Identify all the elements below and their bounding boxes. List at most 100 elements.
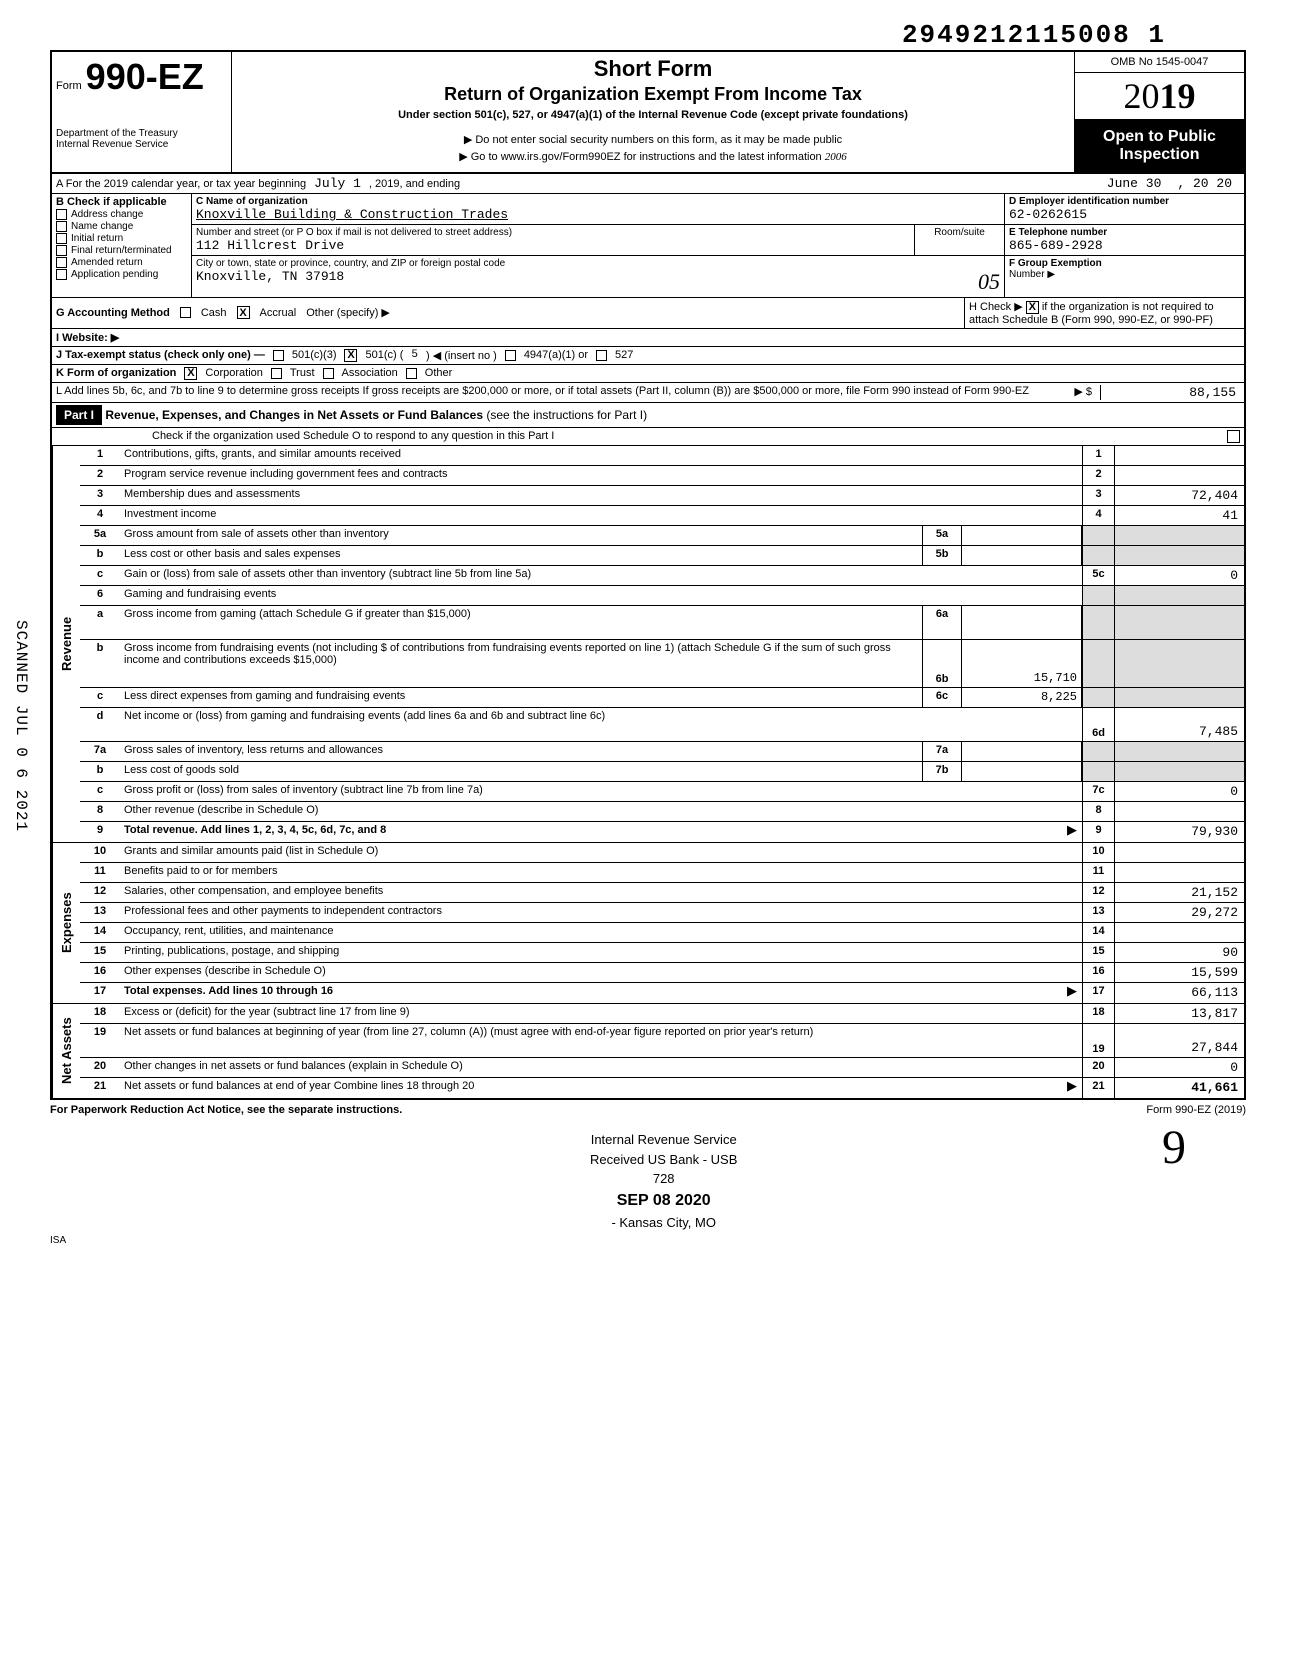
ln5b-en-grey bbox=[1082, 546, 1114, 565]
irs-stamp-l1: Internal Revenue Service bbox=[590, 1130, 737, 1150]
chk-527[interactable] bbox=[596, 350, 607, 361]
chk-trust[interactable] bbox=[271, 368, 282, 379]
row-l-arrow: ▶ $ bbox=[1066, 385, 1100, 400]
ln6a-en-grey bbox=[1082, 606, 1114, 639]
ln21-desc: Net assets or fund balances at end of ye… bbox=[120, 1078, 1062, 1098]
form-number: 990-EZ bbox=[86, 56, 204, 98]
ln4-en: 4 bbox=[1082, 506, 1114, 525]
chk-4947[interactable] bbox=[505, 350, 516, 361]
chk-final-return[interactable] bbox=[56, 245, 67, 256]
ln5a-ev-grey bbox=[1114, 526, 1244, 545]
ln15-desc: Printing, publications, postage, and shi… bbox=[120, 943, 1082, 962]
ln13-num: 13 bbox=[80, 903, 120, 922]
row-g-label: G Accounting Method bbox=[56, 307, 170, 319]
ln6-desc: Gaming and fundraising events bbox=[120, 586, 1082, 605]
part1-check-text: Check if the organization used Schedule … bbox=[152, 430, 554, 442]
chk-501c3[interactable] bbox=[273, 350, 284, 361]
chk-name-change[interactable] bbox=[56, 221, 67, 232]
ln6d-desc: Net income or (loss) from gaming and fun… bbox=[120, 708, 1082, 741]
chk-501c[interactable]: X bbox=[344, 349, 357, 362]
sidebar-netassets: Net Assets bbox=[52, 1004, 80, 1098]
ln20-desc: Other changes in net assets or fund bala… bbox=[120, 1058, 1082, 1077]
ln10-en: 10 bbox=[1082, 843, 1114, 862]
section-e-label: E Telephone number bbox=[1009, 227, 1240, 238]
ln1-en: 1 bbox=[1082, 446, 1114, 465]
chk-accrual[interactable]: X bbox=[237, 306, 250, 319]
lbl-corporation: Corporation bbox=[205, 367, 262, 379]
lbl-other-method: Other (specify) ▶ bbox=[306, 306, 390, 319]
part1-label: Part I bbox=[56, 405, 102, 425]
ln7a-mn: 7a bbox=[922, 742, 962, 761]
ln5b-desc: Less cost or other basis and sales expen… bbox=[120, 546, 922, 565]
sidebar-revenue: Revenue bbox=[52, 446, 80, 842]
ln17-arrow: ▶ bbox=[1062, 983, 1082, 1003]
row-h-text: H Check ▶ bbox=[969, 301, 1023, 313]
ln8-num: 8 bbox=[80, 802, 120, 821]
ln15-ev: 90 bbox=[1114, 943, 1244, 962]
ln6-en-grey bbox=[1082, 586, 1114, 605]
lbl-501c: 501(c) ( bbox=[365, 349, 403, 361]
ln12-num: 12 bbox=[80, 883, 120, 902]
ln7a-desc: Gross sales of inventory, less returns a… bbox=[120, 742, 922, 761]
ln7a-ev-grey bbox=[1114, 742, 1244, 761]
ln6c-mn: 6c bbox=[922, 688, 962, 707]
dept-irs: Internal Revenue Service bbox=[56, 139, 227, 150]
ln7c-en: 7c bbox=[1082, 782, 1114, 801]
ln17-desc: Total expenses. Add lines 10 through 16 bbox=[124, 985, 333, 997]
city-label: City or town, state or province, country… bbox=[196, 258, 1000, 269]
ln7b-desc: Less cost of goods sold bbox=[120, 762, 922, 781]
subtitle: Under section 501(c), 527, or 4947(a)(1)… bbox=[240, 109, 1066, 121]
chk-cash[interactable] bbox=[180, 307, 191, 318]
ln6b-mv: 15,710 bbox=[962, 640, 1082, 687]
chk-corporation[interactable]: X bbox=[184, 367, 197, 380]
chk-schedule-o[interactable] bbox=[1227, 430, 1240, 443]
ln12-ev: 21,152 bbox=[1114, 883, 1244, 902]
chk-amended[interactable] bbox=[56, 257, 67, 268]
ln4-desc: Investment income bbox=[120, 506, 1082, 525]
chk-other-org[interactable] bbox=[406, 368, 417, 379]
ln5c-desc: Gain or (loss) from sale of assets other… bbox=[120, 566, 1082, 585]
ln11-desc: Benefits paid to or for members bbox=[120, 863, 1082, 882]
section-f-label2: Number ▶ bbox=[1009, 269, 1240, 280]
open-to-public: Open to Public Inspection bbox=[1075, 120, 1244, 172]
ln5c-en: 5c bbox=[1082, 566, 1114, 585]
ln6c-num: c bbox=[80, 688, 120, 707]
ln6b-desc: Gross income from fundraising events (no… bbox=[120, 640, 922, 687]
ln5b-mv bbox=[962, 546, 1082, 565]
chk-schedule-b[interactable]: X bbox=[1026, 301, 1039, 314]
ln5b-mn: 5b bbox=[922, 546, 962, 565]
chk-address-change[interactable] bbox=[56, 209, 67, 220]
ln7b-num: b bbox=[80, 762, 120, 781]
chk-app-pending[interactable] bbox=[56, 269, 67, 280]
ln14-num: 14 bbox=[80, 923, 120, 942]
org-name: Knoxville Building & Construction Trades bbox=[196, 207, 1000, 222]
chk-initial-return[interactable] bbox=[56, 233, 67, 244]
ln20-num: 20 bbox=[80, 1058, 120, 1077]
ln11-ev bbox=[1114, 863, 1244, 882]
phone-value: 865-689-2928 bbox=[1009, 238, 1240, 253]
ln2-num: 2 bbox=[80, 466, 120, 485]
ln7a-mv bbox=[962, 742, 1082, 761]
ln6c-en-grey bbox=[1082, 688, 1114, 707]
part1-title-rest: (see the instructions for Part I) bbox=[486, 408, 647, 422]
ln6d-en: 6d bbox=[1082, 708, 1114, 741]
ln5a-num: 5a bbox=[80, 526, 120, 545]
ln3-num: 3 bbox=[80, 486, 120, 505]
row-l-amount: 88,155 bbox=[1100, 385, 1240, 400]
ln11-num: 11 bbox=[80, 863, 120, 882]
ln4-num: 4 bbox=[80, 506, 120, 525]
ln5b-ev-grey bbox=[1114, 546, 1244, 565]
chk-association[interactable] bbox=[323, 368, 334, 379]
ln9-en: 9 bbox=[1082, 822, 1114, 842]
ln16-en: 16 bbox=[1082, 963, 1114, 982]
ln14-desc: Occupancy, rent, utilities, and maintena… bbox=[120, 923, 1082, 942]
ln2-en: 2 bbox=[1082, 466, 1114, 485]
room-handwritten: 05 bbox=[978, 269, 1000, 295]
ln8-ev bbox=[1114, 802, 1244, 821]
ln6b-ev-grey bbox=[1114, 640, 1244, 687]
ln2-ev bbox=[1114, 466, 1244, 485]
ln5a-mn: 5a bbox=[922, 526, 962, 545]
form-header: Form 990-EZ Department of the Treasury I… bbox=[50, 50, 1246, 174]
ln5a-mv bbox=[962, 526, 1082, 545]
ln5a-en-grey bbox=[1082, 526, 1114, 545]
